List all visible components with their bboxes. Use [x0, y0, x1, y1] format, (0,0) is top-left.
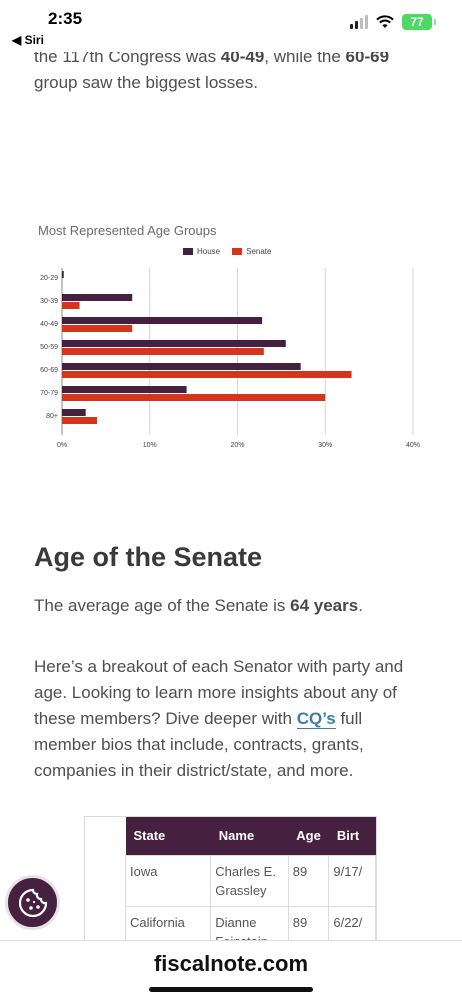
header-birthdate[interactable]: Birt — [328, 817, 376, 855]
cell-age: 89 — [287, 905, 330, 945]
back-to-siri-link[interactable]: ◀ Siri — [12, 33, 44, 47]
bar-senate-50-59 — [62, 348, 264, 355]
home-indicator[interactable] — [149, 987, 313, 992]
status-time: 2:35 — [48, 9, 83, 28]
senators-table: State Name Age Birt Iowa Charles E. Gras… — [124, 817, 376, 945]
legend-senate: Senate — [232, 247, 271, 256]
url-text[interactable]: fiscalnote.com — [153, 951, 309, 976]
legend-house-label: House — [197, 247, 221, 256]
bar-house-40-49 — [62, 317, 263, 324]
x-tick-label: 40% — [406, 442, 420, 449]
cell-birthdate: 6/22/ — [328, 905, 376, 945]
x-tick-label: 0% — [57, 442, 67, 449]
legend-house-swatch — [183, 248, 193, 255]
y-tick-label: 30-39 — [40, 298, 58, 305]
cell-name: Charles E. Grassley — [210, 854, 289, 907]
bar-house-50-59 — [62, 340, 286, 347]
signal-icon — [350, 15, 368, 29]
header-name[interactable]: Name — [210, 817, 289, 855]
table-row: California Dianne Feinstein 89 6/22/ — [124, 905, 376, 945]
status-icons: 77 — [350, 14, 436, 30]
bar-senate-30-39 — [62, 302, 80, 309]
cell-age: 89 — [287, 854, 330, 907]
legend-house: House — [183, 247, 220, 256]
cookie-icon — [18, 888, 47, 917]
bar-house-20-29 — [62, 271, 64, 278]
x-tick-label: 30% — [318, 442, 332, 449]
y-tick-label: 60-69 — [40, 367, 58, 374]
cell-birthdate: 9/17/ — [328, 854, 376, 907]
cell-name: Dianne Feinstein — [210, 905, 289, 945]
header-state[interactable]: State — [125, 817, 211, 855]
bar-senate-60-69 — [62, 371, 352, 378]
bar-house-80+ — [62, 409, 86, 416]
chart-legend: House Senate — [183, 247, 271, 256]
status-bar: 2:35 ◀ Siri 77 — [0, 0, 462, 52]
x-tick-label: 20% — [230, 442, 244, 449]
y-tick-label: 40-49 — [40, 321, 58, 328]
header-age[interactable]: Age — [288, 817, 329, 855]
legend-senate-label: Senate — [246, 247, 272, 256]
cookie-settings-button[interactable] — [5, 875, 60, 930]
age-groups-bar-chart: 0% 10% 20% 30% 40% 20-29 30-39 40-49 50-59 60-69 7… — [40, 268, 420, 449]
y-tick-label: 20-29 — [40, 275, 58, 282]
breakout-paragraph: Here’s a breakout of each Senator with p… — [34, 657, 404, 780]
y-tick-label: 80+ — [46, 413, 58, 420]
chart-title: Most Represented Age Groups — [38, 223, 217, 238]
battery-icon: 77 — [402, 14, 436, 30]
section-title: Age of the Senate — [34, 542, 263, 572]
x-tick-label: 10% — [143, 442, 157, 449]
legend-senate-swatch — [232, 248, 243, 255]
browser-address-bar[interactable]: fiscalnote.com — [0, 940, 462, 1000]
bar-house-70-79 — [62, 386, 187, 393]
average-age-paragraph: The average age of the Senate is 64 year… — [34, 596, 363, 615]
y-tick-label: 70-79 — [40, 390, 58, 397]
cell-state: Iowa — [124, 854, 212, 907]
wifi-icon — [376, 15, 394, 28]
bar-senate-70-79 — [62, 394, 326, 401]
senators-table-container[interactable]: State Name Age Birt Iowa Charles E. Gras… — [84, 816, 377, 946]
cell-state: California — [124, 905, 212, 945]
cq-link[interactable]: CQ’s — [296, 709, 336, 729]
bar-house-60-69 — [62, 363, 301, 370]
table-row: Iowa Charles E. Grassley 89 9/17/ — [124, 854, 376, 907]
bar-house-30-39 — [62, 294, 133, 301]
bar-senate-40-49 — [62, 325, 133, 332]
bar-senate-80+ — [62, 417, 98, 424]
y-tick-label: 50-59 — [40, 344, 58, 351]
table-header-row: State Name Age Birt — [125, 817, 376, 855]
